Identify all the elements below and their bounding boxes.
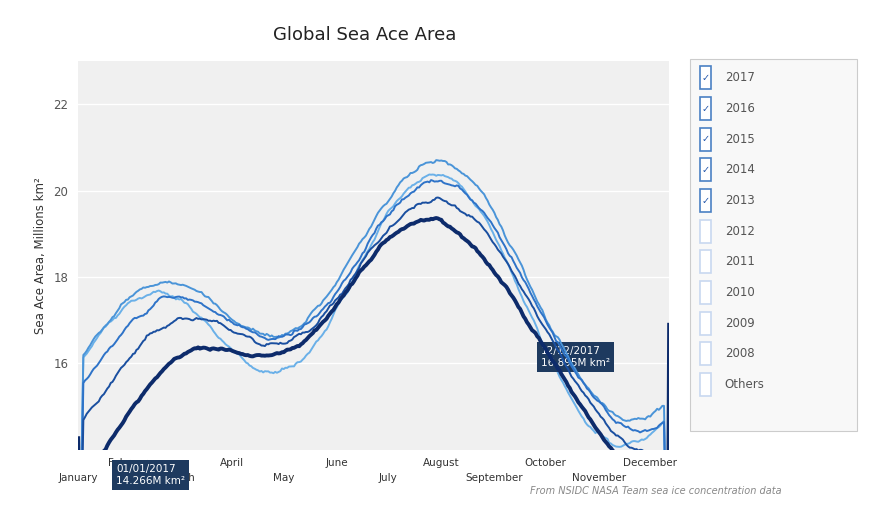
Text: March: March xyxy=(163,473,196,483)
Text: January: January xyxy=(58,473,98,483)
Text: ✓: ✓ xyxy=(701,134,710,144)
Text: December: December xyxy=(623,458,677,468)
FancyBboxPatch shape xyxy=(700,312,711,335)
FancyBboxPatch shape xyxy=(700,66,711,89)
Text: February: February xyxy=(109,458,155,468)
Text: 01/01/2017
14.266M km²: 01/01/2017 14.266M km² xyxy=(116,464,185,485)
FancyBboxPatch shape xyxy=(690,59,857,430)
Text: ✓: ✓ xyxy=(701,73,710,83)
Text: 2012: 2012 xyxy=(725,225,754,238)
Text: 2013: 2013 xyxy=(725,194,754,207)
FancyBboxPatch shape xyxy=(700,158,711,181)
Text: 2015: 2015 xyxy=(725,133,754,146)
FancyBboxPatch shape xyxy=(700,97,711,120)
FancyBboxPatch shape xyxy=(700,128,711,151)
Text: 2016: 2016 xyxy=(725,102,754,115)
Text: October: October xyxy=(525,458,567,468)
Text: 2008: 2008 xyxy=(725,347,754,360)
Text: ✓: ✓ xyxy=(701,165,710,175)
Text: July: July xyxy=(379,473,398,483)
Text: 2011: 2011 xyxy=(725,256,754,268)
Text: 2010: 2010 xyxy=(725,286,754,299)
Text: 2017: 2017 xyxy=(725,72,754,84)
FancyBboxPatch shape xyxy=(700,189,711,212)
Text: ✓: ✓ xyxy=(701,104,710,113)
Y-axis label: Sea Ace Area, Millions km²: Sea Ace Area, Millions km² xyxy=(34,177,47,334)
Text: 12/12/2017
16.895M km²: 12/12/2017 16.895M km² xyxy=(541,346,610,368)
FancyBboxPatch shape xyxy=(700,281,711,304)
Text: November: November xyxy=(572,473,626,483)
Text: 2009: 2009 xyxy=(725,317,754,330)
Text: April: April xyxy=(221,458,244,468)
Text: September: September xyxy=(466,473,523,483)
Text: ✓: ✓ xyxy=(701,196,710,205)
Text: May: May xyxy=(273,473,295,483)
FancyBboxPatch shape xyxy=(700,342,711,365)
Text: June: June xyxy=(326,458,348,468)
Text: Others: Others xyxy=(725,378,765,391)
Text: From NSIDC NASA Team sea ice concentration data: From NSIDC NASA Team sea ice concentrati… xyxy=(530,485,782,496)
Text: August: August xyxy=(423,458,460,468)
FancyBboxPatch shape xyxy=(700,373,711,396)
FancyBboxPatch shape xyxy=(700,250,711,273)
Text: 2014: 2014 xyxy=(725,164,754,176)
Text: Global Sea Ace Area: Global Sea Ace Area xyxy=(273,26,457,43)
FancyBboxPatch shape xyxy=(700,220,711,243)
